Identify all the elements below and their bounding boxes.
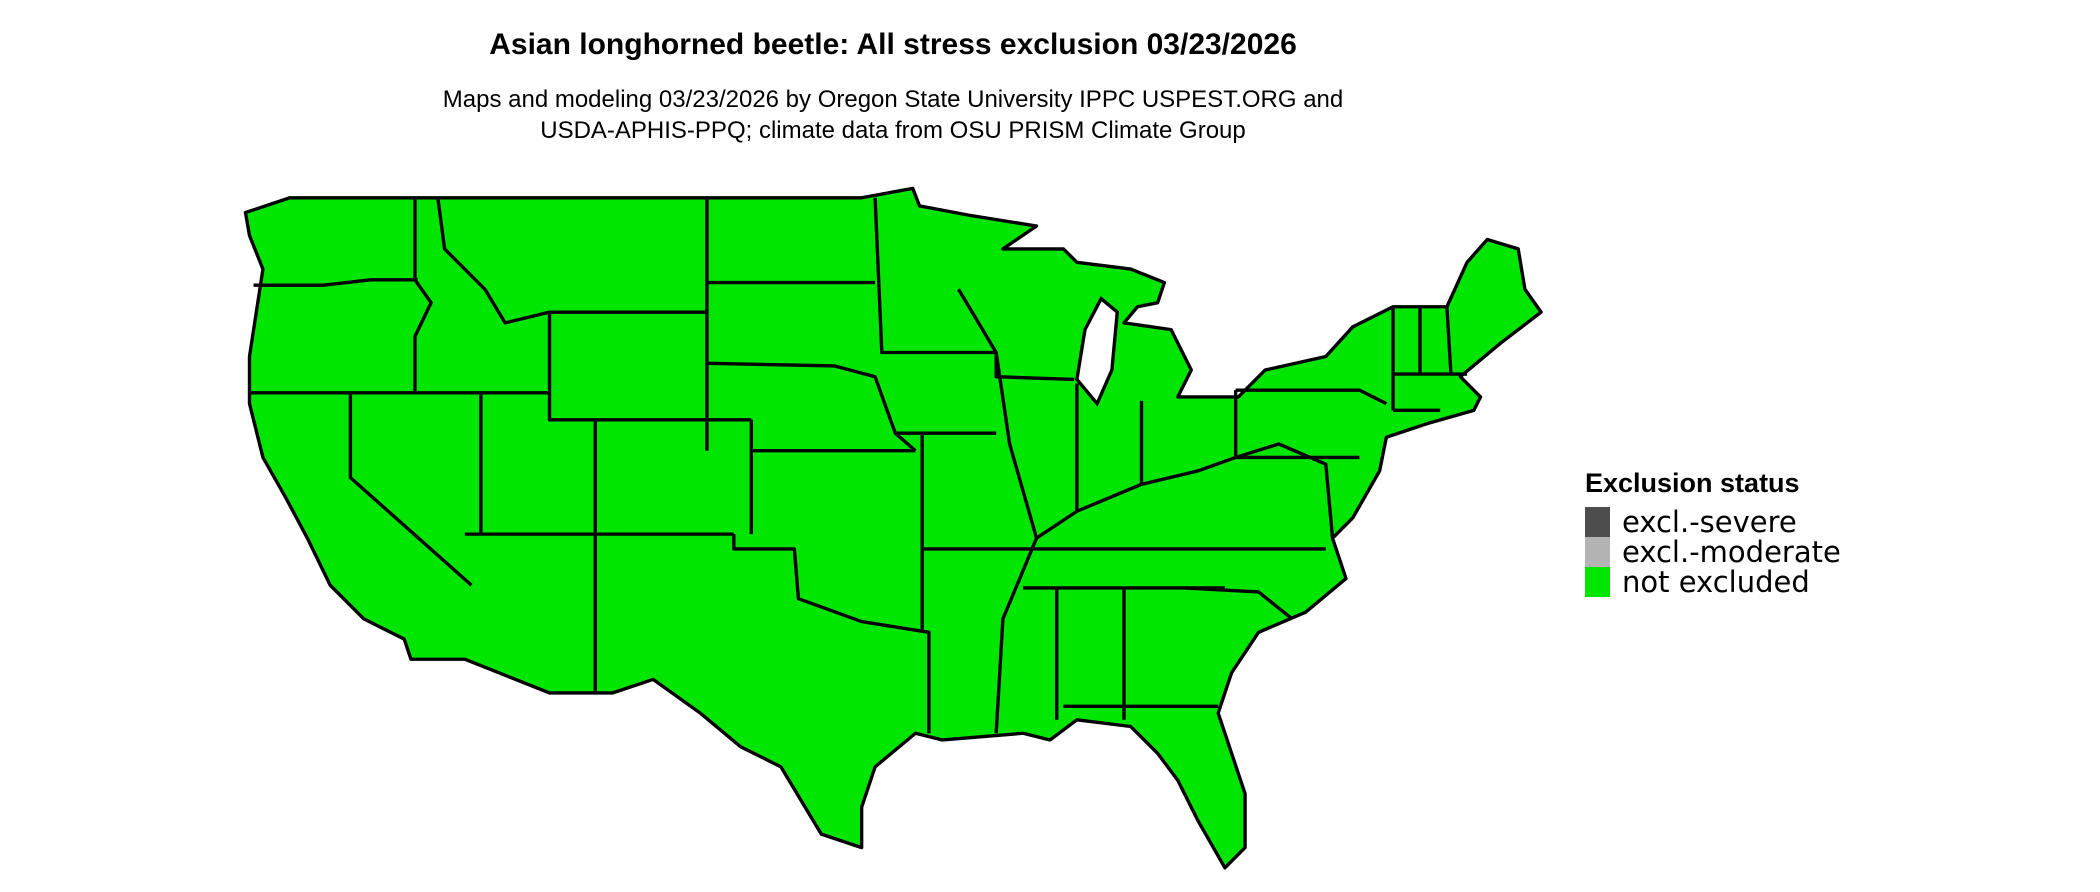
legend-item-not-excluded: not excluded xyxy=(1585,565,1841,599)
legend-label: excl.-moderate xyxy=(1622,535,1841,569)
legend-swatch xyxy=(1585,537,1610,567)
subtitle-line-1: Maps and modeling 03/23/2026 by Oregon S… xyxy=(442,86,1344,113)
subtitle-line-2: USDA-APHIS-PPQ; climate data from OSU PR… xyxy=(540,117,1246,144)
us-outline xyxy=(243,186,1543,870)
legend-swatch xyxy=(1585,507,1610,537)
legend-item-moderate: excl.-moderate xyxy=(1585,535,1841,569)
map-title: Asian longhorned beetle: All stress excl… xyxy=(489,28,1297,61)
state-borders xyxy=(249,197,1468,734)
legend-label: excl.-severe xyxy=(1622,505,1797,539)
legend-title: Exclusion status xyxy=(1585,468,1800,498)
legend-label: not excluded xyxy=(1622,565,1810,599)
legend-swatch xyxy=(1585,567,1610,597)
lake-michigan xyxy=(1075,296,1120,407)
legend: Exclusion status excl.-severe excl.-mode… xyxy=(1585,468,1841,599)
map-subtitle: Maps and modeling 03/23/2026 by Oregon S… xyxy=(0,84,1786,146)
legend-item-severe: excl.-severe xyxy=(1585,505,1841,539)
